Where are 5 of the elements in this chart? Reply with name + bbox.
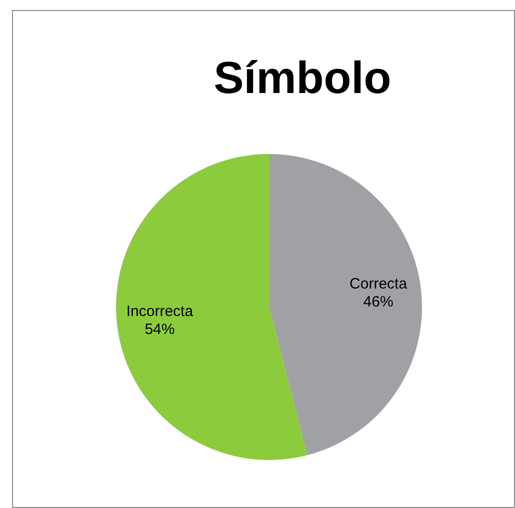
chart-title: Símbolo: [212, 52, 392, 104]
slice-label: Correcta: [350, 275, 408, 292]
data-label: 46%: [363, 293, 394, 310]
data-label: 54%: [144, 320, 175, 338]
slice-label: Incorrecta: [126, 302, 194, 320]
